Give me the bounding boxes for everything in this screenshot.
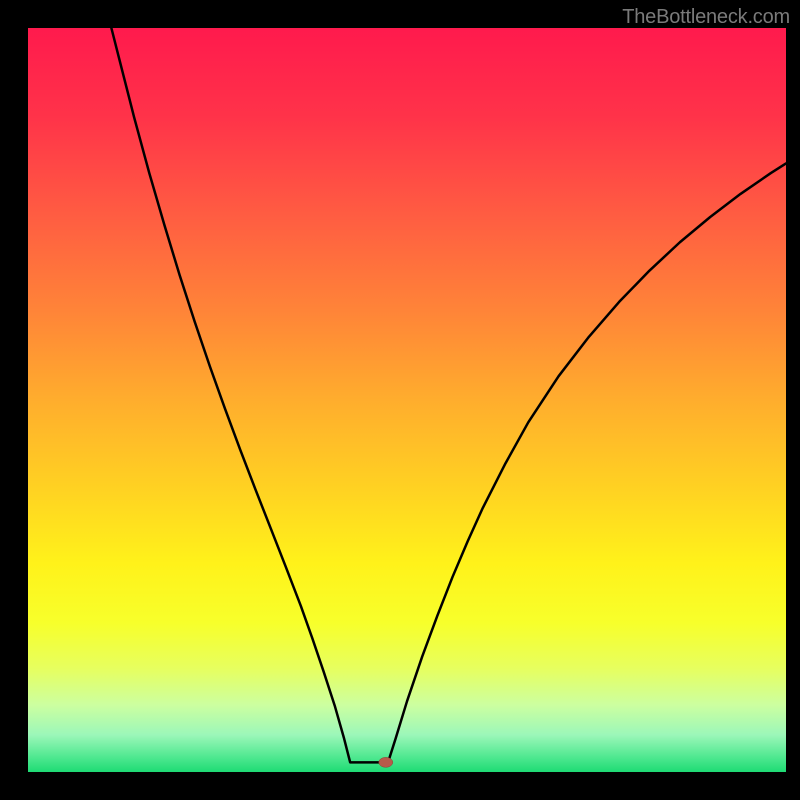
bottleneck-chart: TheBottleneck.com <box>0 0 800 800</box>
chart-svg <box>0 0 800 800</box>
watermark-text: TheBottleneck.com <box>622 6 790 29</box>
